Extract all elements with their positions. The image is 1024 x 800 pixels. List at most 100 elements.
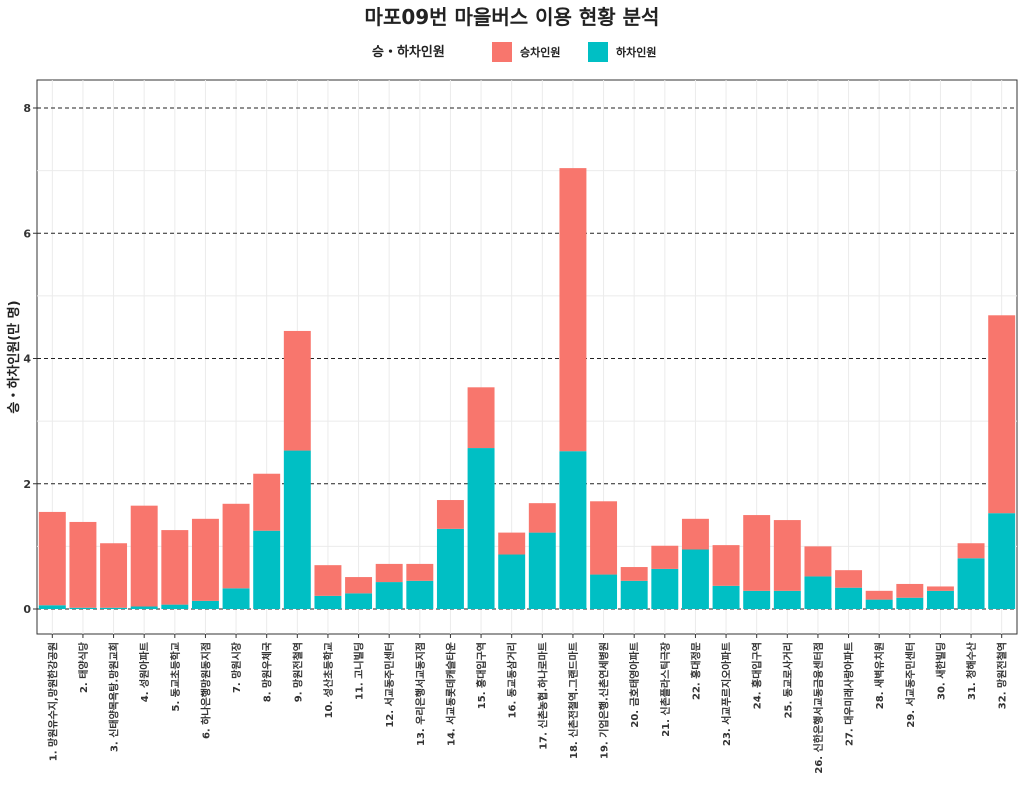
x-tick-label: 13. 우리은행서교동지점 xyxy=(414,642,427,746)
bar-boarding xyxy=(773,520,801,591)
bar-alighting xyxy=(283,450,311,609)
x-tick-label: 23. 서교푸르지오아파트 xyxy=(720,642,733,746)
bar-alighting xyxy=(69,607,97,609)
x-tick-label: 12. 서교동주민센터 xyxy=(383,642,396,728)
x-tick-label: 27. 대우미래사랑아파트 xyxy=(843,642,856,746)
bar-alighting xyxy=(38,605,66,609)
bar-alighting xyxy=(743,590,771,609)
x-tick-label: 8. 망원우체국 xyxy=(261,642,274,702)
bar-boarding xyxy=(559,168,587,452)
x-tick-label: 14. 서교동롯데캐슬타운 xyxy=(444,642,457,746)
bar-alighting xyxy=(620,580,648,609)
bar-alighting xyxy=(345,593,373,609)
bar-boarding xyxy=(283,330,311,451)
bar-boarding xyxy=(436,500,464,529)
bar-boarding xyxy=(375,563,403,583)
y-tick-label: 0 xyxy=(23,603,31,616)
x-tick-label: 20. 금호태영아파트 xyxy=(628,642,641,728)
bar-boarding xyxy=(988,315,1016,514)
bar-alighting xyxy=(130,606,158,609)
bar-boarding xyxy=(681,518,709,550)
chart-title: 마포09번 마을버스 이용 현황 분석 xyxy=(365,5,660,29)
x-tick-label: 26. 신한은행서교동금융센터점 xyxy=(812,642,825,774)
bar-alighting xyxy=(100,607,128,609)
bar-boarding xyxy=(865,590,893,600)
legend-swatch-alighting xyxy=(588,42,608,62)
bar-boarding xyxy=(314,565,342,596)
legend-title: 승・하차인원 xyxy=(372,44,445,60)
bar-alighting xyxy=(712,585,740,609)
bar-boarding xyxy=(69,521,97,608)
bar-alighting xyxy=(467,448,495,609)
x-tick-label: 4. 성원아파트 xyxy=(138,642,151,702)
legend-label-alighting: 하차인원 xyxy=(616,45,656,59)
x-tick-label: 16. 동교동삼거리 xyxy=(506,642,519,718)
x-tick-label: 1. 망원유수지,망원한강공원 xyxy=(46,642,59,761)
x-tick-label: 11. 고니빌딩 xyxy=(353,642,366,700)
x-tick-label: 7. 망원시장 xyxy=(230,641,243,693)
legend-swatch-boarding xyxy=(492,42,512,62)
x-tick-label: 15. 홍대입구역 xyxy=(475,642,488,709)
bar-boarding xyxy=(130,505,158,607)
bar-boarding xyxy=(222,503,250,589)
bar-boarding xyxy=(345,577,373,594)
x-tick-label: 24. 홍대입구역 xyxy=(751,642,764,709)
bar-alighting xyxy=(528,532,556,609)
bar-boarding xyxy=(498,532,526,555)
bar-alighting xyxy=(222,588,250,609)
bar-alighting xyxy=(896,597,924,609)
y-tick-label: 8 xyxy=(23,102,31,115)
x-tick-label: 28. 새벽유치원 xyxy=(873,642,886,709)
grid xyxy=(37,80,1017,634)
bar-boarding xyxy=(467,387,495,449)
bar-alighting xyxy=(773,590,801,609)
y-tick-label: 4 xyxy=(23,353,31,366)
x-tick-label: 22. 홍대정문 xyxy=(689,642,702,700)
bar-alighting xyxy=(375,582,403,609)
bar-alighting xyxy=(436,528,464,609)
bar-boarding xyxy=(590,501,618,575)
bar-boarding xyxy=(620,567,648,581)
bar-alighting xyxy=(314,595,342,609)
x-tick-label: 5. 동교초등학교 xyxy=(169,642,182,711)
x-tick-label: 18. 신촌전철역.그랜드마트 xyxy=(567,642,580,759)
x-axis: 1. 망원유수지,망원한강공원 2. 태양식당 3. 신태양목욕탕.망원교회 4. 성… xyxy=(46,634,1009,774)
bar-alighting xyxy=(865,599,893,609)
bar-boarding xyxy=(191,518,219,601)
bar-boarding xyxy=(712,545,740,586)
bar-alighting xyxy=(651,568,679,609)
bar-alighting xyxy=(681,549,709,609)
y-axis-label: 승・하차인원(만 명) xyxy=(6,300,22,413)
bars xyxy=(38,168,1016,609)
x-tick-label: 6. 하나은행망원동지점 xyxy=(199,642,212,739)
y-tick-label: 6 xyxy=(23,227,31,240)
x-tick-label: 32. 망원전철역 xyxy=(996,642,1009,709)
bar-boarding xyxy=(896,583,924,598)
x-tick-label: 2. 태양식당 xyxy=(77,641,90,693)
bar-boarding xyxy=(528,503,556,533)
bar-alighting xyxy=(988,513,1016,609)
bar-boarding xyxy=(957,543,985,559)
bar-boarding xyxy=(406,563,434,581)
bar-alighting xyxy=(835,587,863,609)
bar-alighting xyxy=(957,558,985,609)
x-tick-label: 19. 기업은행.신촌연세병원 xyxy=(598,642,611,759)
bar-alighting xyxy=(161,604,189,609)
x-tick-label: 9. 망원전철역 xyxy=(291,642,304,702)
bar-alighting xyxy=(590,574,618,609)
bar-boarding xyxy=(253,473,281,531)
bar-boarding xyxy=(804,546,832,577)
bar-boarding xyxy=(743,515,771,591)
bar-boarding xyxy=(651,545,679,569)
bar-alighting xyxy=(559,451,587,609)
x-tick-label: 25. 동교로사거리 xyxy=(781,642,794,718)
bar-alighting xyxy=(406,580,434,609)
x-tick-label: 30. 새한빌딩 xyxy=(934,642,947,700)
x-tick-label: 29. 서교동주민센터 xyxy=(904,642,917,728)
x-tick-label: 21. 신촌플라스틱극장 xyxy=(659,641,672,737)
x-tick-label: 10. 성산초등학교 xyxy=(322,642,335,718)
bar-boarding xyxy=(161,530,189,605)
bar-boarding xyxy=(100,543,128,608)
y-tick-label: 2 xyxy=(23,478,31,491)
